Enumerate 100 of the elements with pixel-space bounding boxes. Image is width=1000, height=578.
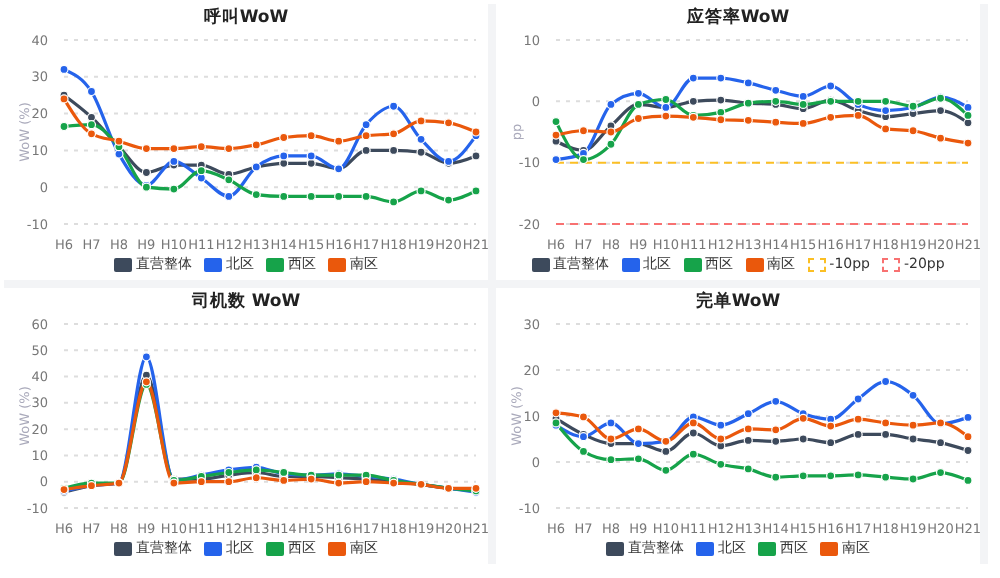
point [389,129,399,139]
point [743,78,753,88]
point [334,478,344,488]
point [716,434,726,444]
point [908,420,918,430]
point [771,85,781,95]
point [908,434,918,444]
point [853,394,863,404]
chart-title: 呼叫WoW [201,5,291,32]
point [826,471,836,481]
point [935,133,946,143]
point [86,129,97,139]
point [306,151,316,161]
point [743,424,753,434]
point [963,138,973,148]
point [633,424,643,434]
point [471,186,481,196]
point [606,418,616,428]
point [224,477,234,487]
chart-title: 应答率WoW [684,5,792,32]
point [661,111,671,121]
point [443,195,454,205]
point [688,418,698,428]
point [578,412,589,422]
point [963,445,973,456]
point [169,143,179,154]
point [963,118,973,128]
point [389,197,399,207]
point [551,155,561,165]
point [908,126,918,136]
point [443,118,454,128]
point [853,110,863,121]
point [716,73,726,83]
point [114,136,124,146]
point [551,130,561,140]
point [169,184,179,194]
point [716,420,726,430]
point [86,86,97,97]
point [59,121,69,132]
point [688,73,698,83]
point [251,189,261,200]
point [661,465,671,475]
point [416,116,426,126]
point [853,414,863,424]
point [688,428,698,438]
point [908,390,918,400]
point [798,434,808,444]
point [963,110,973,121]
point [826,112,836,122]
point [606,127,616,137]
chart-title: 完单WoW [693,289,783,316]
chart-title: 司机数 WoW [189,289,303,316]
point [361,120,371,130]
point [743,115,753,125]
point [606,99,616,109]
point [416,147,426,157]
point [551,408,561,418]
point [551,116,561,127]
point [716,115,726,125]
point [334,136,344,146]
point [633,88,643,98]
point [771,425,781,435]
point [578,126,589,136]
point [196,166,206,176]
point [361,131,371,141]
point [908,474,918,484]
point [606,455,616,465]
point [196,142,206,152]
point [771,472,781,482]
point [935,105,946,116]
point [141,352,151,362]
point [716,95,726,105]
point [771,117,781,127]
point [688,449,698,459]
point [881,418,891,428]
point [935,467,946,478]
point [661,94,671,105]
point [853,470,863,480]
point [578,155,589,165]
point [881,376,891,387]
point [224,175,234,185]
point [826,438,836,448]
point [771,436,781,446]
point [716,459,726,469]
point [881,124,891,134]
point [826,421,836,431]
point [633,113,643,124]
point [798,99,808,109]
point [251,140,261,150]
point [416,186,426,196]
point [743,409,753,419]
point [279,151,289,161]
point [141,167,151,178]
point [389,101,399,111]
point [743,464,753,474]
point [798,471,808,481]
point [688,96,698,106]
point [279,132,289,143]
point [633,454,643,464]
point [141,143,151,154]
